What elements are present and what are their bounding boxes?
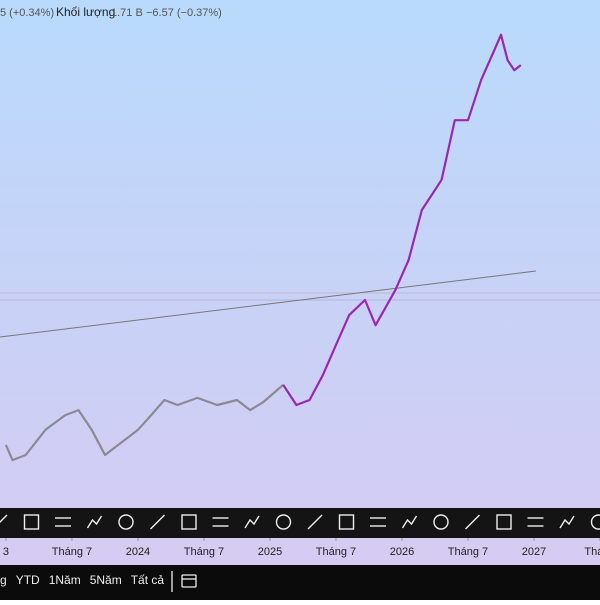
volume: 1.71 B [111, 7, 143, 19]
x-tick-label: 2026 [390, 546, 414, 558]
x-tick-label: Tháng 7 [52, 546, 92, 558]
x-tick-label: 2024 [126, 546, 150, 558]
x-tick-label: 2025 [258, 546, 282, 558]
x-tick-label: 3 [3, 546, 9, 558]
volume-change: −6.57 (−0.37%) [146, 7, 222, 19]
price-change: 5 (+0.34%) [0, 7, 54, 19]
range-button[interactable]: g [0, 573, 7, 587]
range-button[interactable]: Tất cả [131, 573, 165, 587]
volume-label: Khối lượng [56, 5, 115, 19]
x-tick-label: Tháng 7 [184, 546, 224, 558]
range-button[interactable]: 1Năm [49, 573, 81, 587]
range-button[interactable]: 5Năm [90, 573, 122, 587]
x-tick-label: Tháng 7 [448, 546, 488, 558]
chart-background [0, 0, 600, 565]
x-tick-label: 2027 [522, 546, 546, 558]
x-tick-label: Tháng [584, 546, 600, 558]
range-button[interactable]: YTD [16, 573, 40, 587]
x-tick-label: Tháng 7 [316, 546, 356, 558]
